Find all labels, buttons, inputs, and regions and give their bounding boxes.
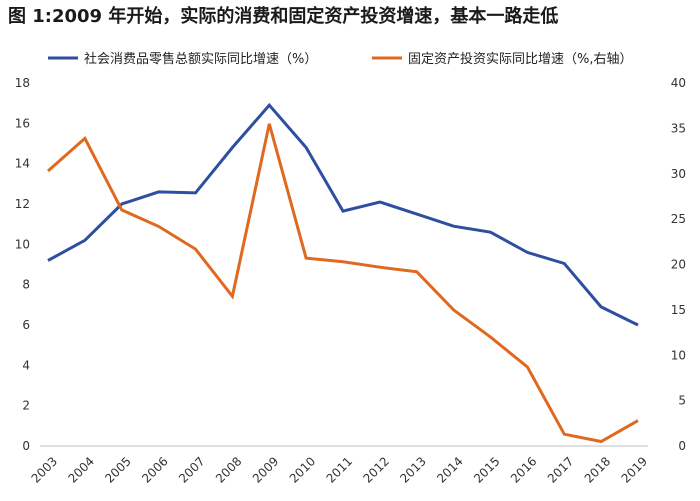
x-tick-label: 2016 (508, 454, 539, 485)
x-tick-label: 2013 (397, 454, 428, 485)
legend-label: 固定资产投资实际同比增速（%,右轴） (408, 51, 633, 67)
y-right-tick-label: 25 (671, 212, 686, 226)
x-tick-label: 2018 (582, 454, 613, 485)
y-left-tick-label: 0 (22, 439, 30, 453)
y-left-tick-label: 16 (15, 116, 30, 130)
series-line-fixed-asset-investment (47, 123, 639, 444)
y-right-tick-label: 10 (671, 348, 686, 362)
x-tick-label: 2017 (545, 454, 576, 485)
x-tick-label: 2005 (102, 454, 133, 485)
x-tick-label: 2008 (213, 454, 244, 485)
y-left-tick-label: 14 (15, 157, 30, 171)
y-left-tick-label: 10 (15, 237, 30, 251)
y-left-tick-label: 8 (22, 278, 30, 292)
y-right-tick-label: 15 (671, 303, 686, 317)
y-left-tick-label: 18 (15, 76, 30, 90)
y-right-tick-label: 5 (678, 394, 686, 408)
x-tick-label: 2009 (250, 454, 281, 485)
y-right-tick-label: 0 (678, 439, 686, 453)
x-tick-label: 2019 (619, 454, 650, 485)
y-right-tick-label: 40 (671, 76, 686, 90)
y-left-tick-label: 6 (22, 318, 30, 332)
x-tick-label: 2010 (287, 454, 318, 485)
y-right-tick-label: 35 (671, 121, 686, 135)
series-lines (47, 102, 639, 444)
legend-label: 社会消费品零售总额实际同比增速（%） (84, 51, 317, 67)
x-tick-label: 2006 (139, 454, 170, 485)
legend: 社会消费品零售总额实际同比增速（%） 固定资产投资实际同比增速（%,右轴） (48, 51, 633, 67)
x-tick-label: 2011 (324, 454, 355, 485)
chart-title: 图 1:2009 年开始，实际的消费和固定资产投资增速，基本一路走低 (8, 6, 559, 27)
x-tick-label: 2003 (29, 454, 60, 485)
y-right-tick-label: 30 (671, 167, 686, 181)
x-tick-label: 2007 (176, 454, 207, 485)
x-tick-label: 2014 (434, 454, 465, 485)
y-left-tick-label: 12 (15, 197, 30, 211)
x-tick-label: 2004 (65, 454, 96, 485)
y-left-tick-label: 2 (22, 399, 30, 413)
series-line-retail-sales (47, 102, 639, 327)
y-left-tick-label: 4 (22, 358, 30, 372)
x-tick-label: 2015 (471, 454, 502, 485)
x-tick-label: 2012 (360, 454, 391, 485)
y-right-tick-label: 20 (671, 258, 686, 272)
